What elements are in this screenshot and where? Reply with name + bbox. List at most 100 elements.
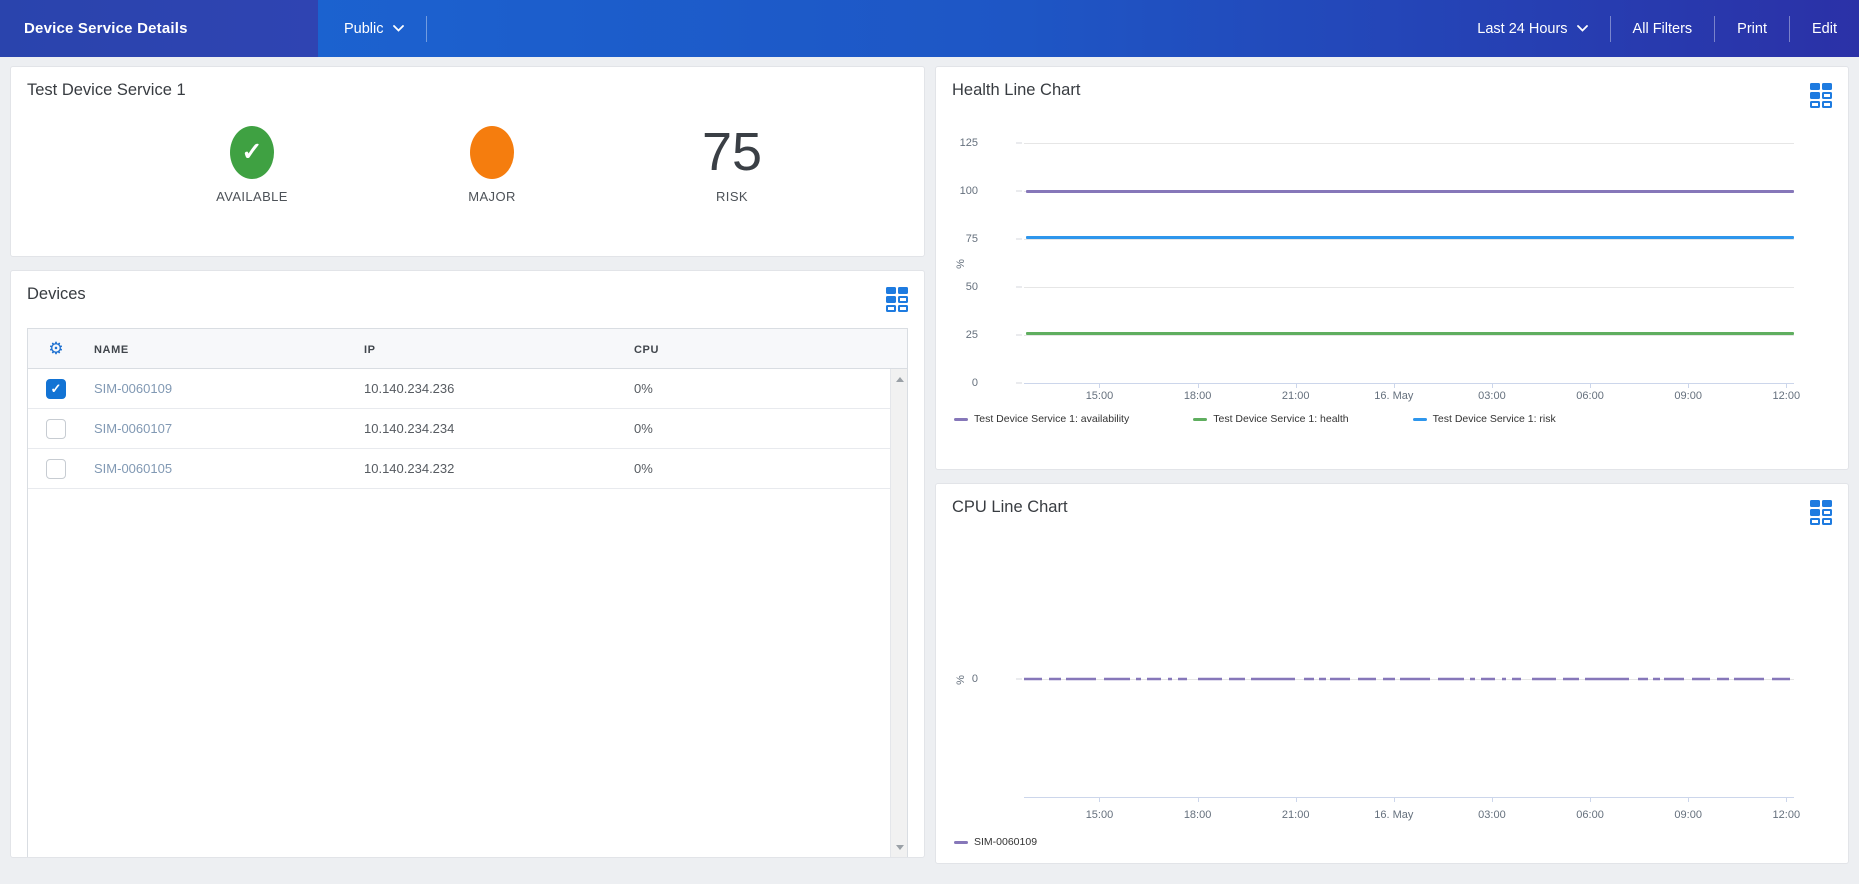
row-cpu-cell: 0%: [624, 380, 907, 398]
table-settings-gear-icon[interactable]: ⚙: [48, 340, 63, 357]
health-chart-header: Health Line Chart: [952, 81, 1832, 108]
legend-label: Test Device Service 1: availability: [974, 413, 1129, 425]
row-name-cell: SIM-0060105: [84, 460, 354, 478]
yaxis-tick-label: 75: [966, 233, 978, 245]
legend-color-dash: [954, 841, 968, 844]
column-header-name[interactable]: NAME: [94, 344, 129, 356]
row-ip-cell: 10.140.234.236: [354, 380, 624, 398]
devices-title: Devices: [27, 285, 86, 304]
panel-options-grid-icon[interactable]: [1810, 83, 1832, 108]
device-name-link[interactable]: SIM-0060109: [94, 381, 172, 396]
risk-value: 75: [702, 126, 762, 179]
print-label: Print: [1737, 21, 1767, 37]
row-ip-cell: 10.140.234.234: [354, 420, 624, 438]
column-header-cpu[interactable]: CPU: [634, 344, 659, 356]
yaxis-tick-mark: [1016, 335, 1022, 336]
device-name-link[interactable]: SIM-0060107: [94, 421, 172, 436]
service-summary-title: Test Device Service 1: [27, 81, 908, 100]
xaxis-tick-label: 15:00: [1086, 390, 1114, 402]
row-checkbox[interactable]: ✓: [46, 379, 66, 399]
chevron-down-icon: [1577, 25, 1588, 32]
legend-color-dash: [954, 418, 968, 421]
row-cpu-cell: 0%: [624, 460, 907, 478]
dashboard-body: Test Device Service 1 ✓ AVAILABLE MAJOR …: [0, 57, 1859, 864]
table-scrollbar[interactable]: [890, 369, 907, 857]
xaxis-tick-label: 21:00: [1282, 809, 1310, 821]
scroll-up-arrow-icon[interactable]: [891, 371, 908, 387]
row-checkbox[interactable]: [46, 459, 66, 479]
yaxis-tick-label: 50: [966, 281, 978, 293]
scroll-down-arrow-icon[interactable]: [891, 839, 908, 855]
health-yaxis-unit-label: %: [955, 259, 967, 269]
cpu-yaxis-unit-label: %: [955, 675, 967, 685]
gridline: [1024, 287, 1794, 288]
panel-options-grid-icon[interactable]: [1810, 500, 1832, 525]
yaxis-tick-mark: [1016, 287, 1022, 288]
devices-table-header: ⚙ NAME IP CPU: [28, 329, 907, 369]
edit-button[interactable]: Edit: [1790, 0, 1859, 57]
device-cpu: 0%: [634, 381, 653, 396]
device-name-link[interactable]: SIM-0060105: [94, 461, 172, 476]
xaxis-tick-label: 09:00: [1674, 390, 1702, 402]
yaxis-tick-label: 125: [960, 137, 978, 149]
all-filters-button[interactable]: All Filters: [1611, 0, 1715, 57]
health-chart-title: Health Line Chart: [952, 81, 1080, 100]
legend-color-dash: [1413, 418, 1427, 421]
health-chart-panel: Health Line Chart % 1251007550250 15:001…: [935, 66, 1849, 470]
xaxis-tick-label: 03:00: [1478, 390, 1506, 402]
right-column: Health Line Chart % 1251007550250 15:001…: [935, 66, 1849, 864]
devices-table: ⚙ NAME IP CPU ✓ SIM-0060109 10.140.234.236…: [27, 328, 908, 857]
severity-status-icon: [470, 126, 514, 179]
series-line: [1026, 236, 1794, 239]
cpu-series-dashed-line: [1024, 676, 1790, 682]
xaxis-tick-label: 18:00: [1184, 809, 1212, 821]
xaxis-tick-label: 12:00: [1773, 390, 1801, 402]
xaxis-tick-label: 09:00: [1674, 809, 1702, 821]
row-checkbox-cell: [28, 459, 84, 479]
chevron-down-icon: [393, 25, 404, 32]
health-chart-plot-area: % 1251007550250: [952, 143, 1832, 383]
xaxis-tick-label: 12:00: [1773, 809, 1801, 821]
top-header-bar: Device Service Details Public Last 24 Ho…: [0, 0, 1859, 57]
device-cpu: 0%: [634, 421, 653, 436]
availability-status: ✓ AVAILABLE: [132, 126, 372, 204]
legend-item[interactable]: Test Device Service 1: health: [1193, 413, 1348, 425]
time-range-label: Last 24 Hours: [1477, 21, 1567, 37]
gridline: [1024, 143, 1794, 144]
row-cpu-cell: 0%: [624, 420, 907, 438]
status-row: ✓ AVAILABLE MAJOR 75 RISK: [132, 126, 857, 204]
health-plot: [1024, 143, 1794, 383]
table-row[interactable]: SIM-006010510.140.234.2320%: [28, 449, 907, 489]
legend-label: Test Device Service 1: health: [1213, 413, 1348, 425]
column-header-ip[interactable]: IP: [364, 344, 376, 356]
row-name-cell: SIM-0060109: [84, 380, 354, 398]
devices-panel: Devices ⚙ NAME IP CPU ✓ SIM-0060109 10.140…: [10, 270, 925, 858]
print-button[interactable]: Print: [1715, 0, 1789, 57]
xaxis-tick-label: 06:00: [1576, 390, 1604, 402]
table-row[interactable]: SIM-0060107 10.140.234.234 0%: [28, 409, 907, 449]
series-line: [1026, 332, 1794, 335]
legend-label: SIM-0060109: [974, 836, 1037, 848]
yaxis-tick-mark: [1016, 239, 1022, 240]
check-icon: ✓: [51, 382, 62, 395]
xaxis-tick-label: 15:00: [1086, 809, 1114, 821]
health-xaxis-labels: 15:0018:0021:0016. May03:0006:0009:0012:…: [952, 383, 1832, 409]
cpu-xaxis-labels: 15:0018:0021:0016. May03:0006:0009:0012:…: [952, 802, 1832, 828]
header-spacer: [427, 0, 1456, 57]
row-checkbox[interactable]: [46, 419, 66, 439]
legend-item[interactable]: Test Device Service 1: risk: [1413, 413, 1556, 425]
legend-item[interactable]: Test Device Service 1: availability: [954, 413, 1129, 425]
device-ip: 10.140.234.236: [364, 381, 454, 396]
legend-item[interactable]: SIM-0060109: [954, 836, 1037, 848]
service-summary-panel: Test Device Service 1 ✓ AVAILABLE MAJOR …: [10, 66, 925, 257]
cpu-chart-panel: CPU Line Chart % 0 15:0018:0021: [935, 483, 1849, 864]
severity-status: MAJOR: [372, 126, 612, 204]
header-title-block: Device Service Details: [0, 0, 318, 57]
xaxis-tick-label: 16. May: [1374, 809, 1413, 821]
yaxis-tick-mark: [1016, 191, 1022, 192]
panel-options-grid-icon[interactable]: [886, 287, 908, 312]
time-range-dropdown[interactable]: Last 24 Hours: [1455, 0, 1609, 57]
edit-label: Edit: [1812, 21, 1837, 37]
table-row[interactable]: ✓ SIM-0060109 10.140.234.236 0%: [28, 369, 907, 409]
visibility-dropdown[interactable]: Public: [318, 0, 426, 57]
